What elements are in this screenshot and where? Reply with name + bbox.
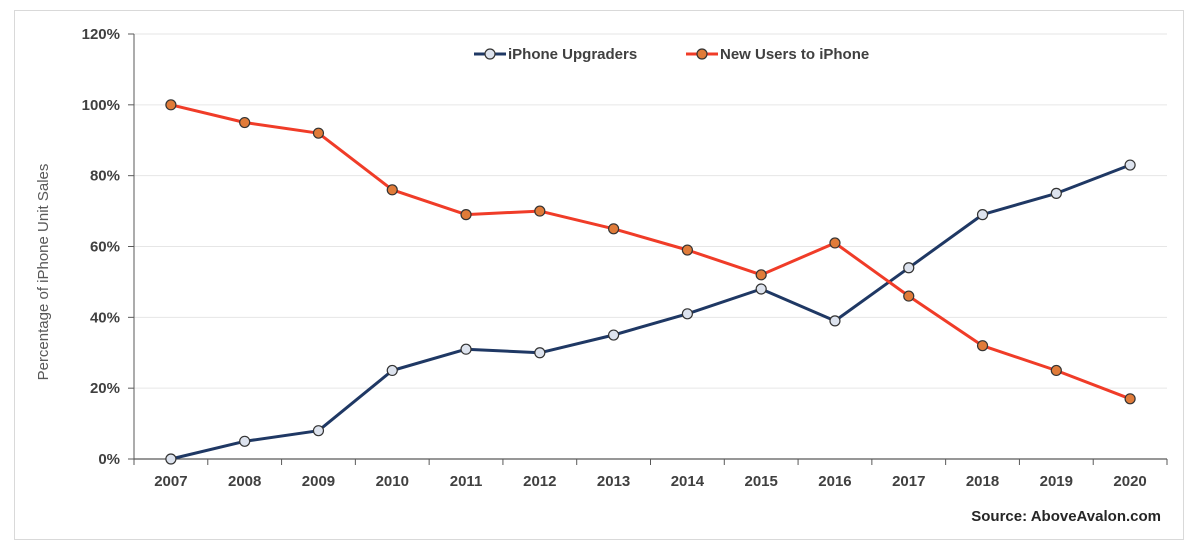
- legend: iPhone Upgraders New Users to iPhone: [474, 46, 869, 63]
- data-point: [608, 223, 620, 235]
- data-point: [755, 269, 767, 281]
- y-tick-label: 0%: [98, 451, 120, 468]
- series-line-0: [170, 163, 1131, 461]
- data-point: [312, 425, 325, 437]
- data-point: [165, 453, 177, 465]
- data-point: [829, 237, 841, 249]
- series-markers: [165, 99, 1136, 465]
- data-point: [829, 315, 841, 327]
- legend-marker: [696, 48, 708, 60]
- y-tick-label: 60%: [90, 239, 120, 256]
- data-point: [681, 308, 693, 320]
- y-tick-label: 80%: [90, 168, 120, 185]
- data-point: [1124, 159, 1136, 171]
- data-point: [386, 184, 398, 196]
- chart-frame: [14, 10, 1184, 540]
- data-point: [608, 329, 620, 341]
- data-point: [755, 283, 767, 295]
- x-tick-label: 2020: [1113, 473, 1146, 490]
- y-axis-ticks: 0% 20% 40% 60% 80% 100% 120%: [82, 26, 135, 468]
- data-point: [460, 209, 472, 221]
- x-tick-label: 2015: [744, 473, 777, 490]
- legend-label: iPhone Upgraders: [508, 46, 637, 63]
- data-point: [165, 99, 177, 111]
- source-annotation: Source: AboveAvalon.com: [971, 508, 1161, 525]
- legend-marker: [484, 48, 496, 60]
- data-point: [239, 435, 251, 447]
- series-lines: [170, 103, 1131, 461]
- y-tick-label: 40%: [90, 309, 120, 326]
- data-point: [903, 290, 915, 302]
- x-tick-label: 2014: [671, 473, 705, 490]
- x-tick-label: 2018: [966, 473, 999, 490]
- x-axis: 2007 2008 2009 2010 2011 2012 2013 2014 2015 2016…: [133, 458, 1168, 490]
- data-point: [312, 127, 325, 139]
- gridlines: [134, 33, 1167, 389]
- x-tick-label: 2013: [597, 473, 630, 490]
- y-tick-label: 100%: [82, 97, 120, 114]
- data-point: [976, 209, 989, 221]
- x-tick-label: 2016: [818, 473, 851, 490]
- data-point: [534, 205, 546, 217]
- data-point: [460, 343, 472, 355]
- y-tick-label: 20%: [90, 380, 120, 397]
- data-point: [681, 244, 693, 256]
- x-tick-label: 2009: [302, 473, 335, 490]
- x-tick-label: 2010: [376, 473, 409, 490]
- x-tick-label: 2017: [892, 473, 925, 490]
- x-tick-label: 2019: [1040, 473, 1073, 490]
- y-axis-title: Percentage of iPhone Unit Sales: [35, 164, 52, 381]
- data-point: [534, 347, 546, 359]
- data-point: [386, 364, 398, 377]
- data-point: [1050, 187, 1062, 199]
- y-tick-label: 120%: [82, 26, 120, 43]
- x-tick-label: 2007: [154, 473, 187, 490]
- x-tick-label: 2011: [450, 473, 483, 490]
- x-tick-label: 2012: [523, 473, 556, 490]
- data-point: [1124, 393, 1136, 405]
- legend-label: New Users to iPhone: [720, 46, 869, 63]
- x-tick-label: 2008: [228, 473, 261, 490]
- data-point: [903, 262, 915, 274]
- data-point: [239, 116, 251, 129]
- data-point: [976, 340, 989, 352]
- series-line-1: [170, 103, 1131, 401]
- data-point: [1050, 364, 1062, 377]
